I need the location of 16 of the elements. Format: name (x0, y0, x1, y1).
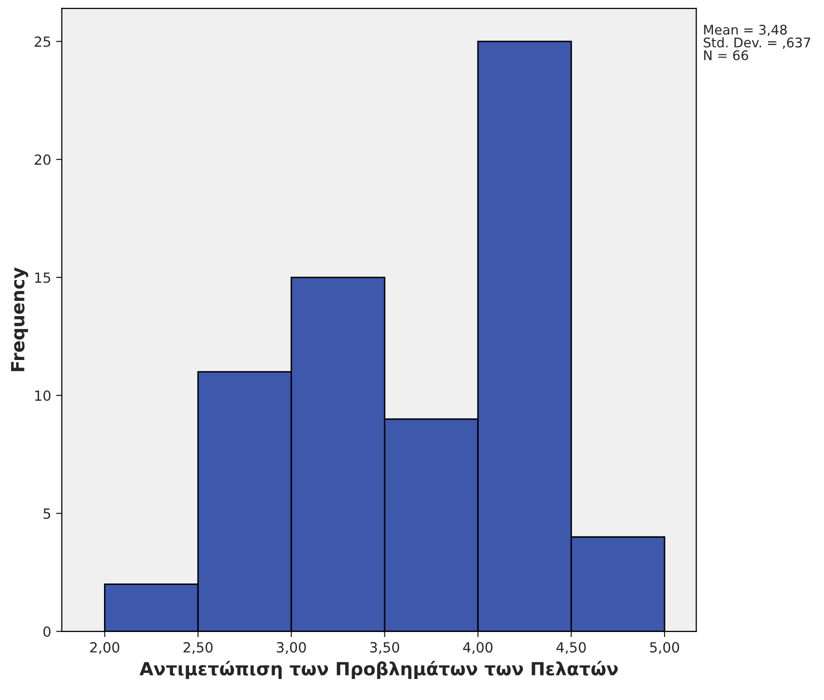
x-tick-label: 2,50 (184, 642, 213, 654)
y-tick-label: 0 (43, 626, 50, 637)
x-tick-label: 4,00 (463, 642, 492, 654)
y-tick-label: 15 (35, 272, 50, 283)
y-tick-label: 5 (44, 508, 50, 519)
y-tick-label: 25 (34, 36, 50, 47)
y-axis-title: Frequency (11, 267, 28, 372)
x-tick-label: 3,00 (276, 642, 306, 654)
x-tick-label: 3,50 (370, 642, 400, 654)
x-tick-label: 4,50 (556, 642, 586, 654)
y-tick-label: 10 (35, 390, 50, 401)
text: Mean = 3,48 Std. Dev. = ,637 N = 66 (704, 24, 810, 60)
x-axis-title: Αντιμετώπιση των Προβλημάτων των Πελατών (140, 660, 618, 680)
x-tick-label: 5,00 (650, 642, 680, 654)
y-tick-label: 20 (34, 154, 50, 165)
x-tick-label: 2,00 (90, 642, 120, 654)
